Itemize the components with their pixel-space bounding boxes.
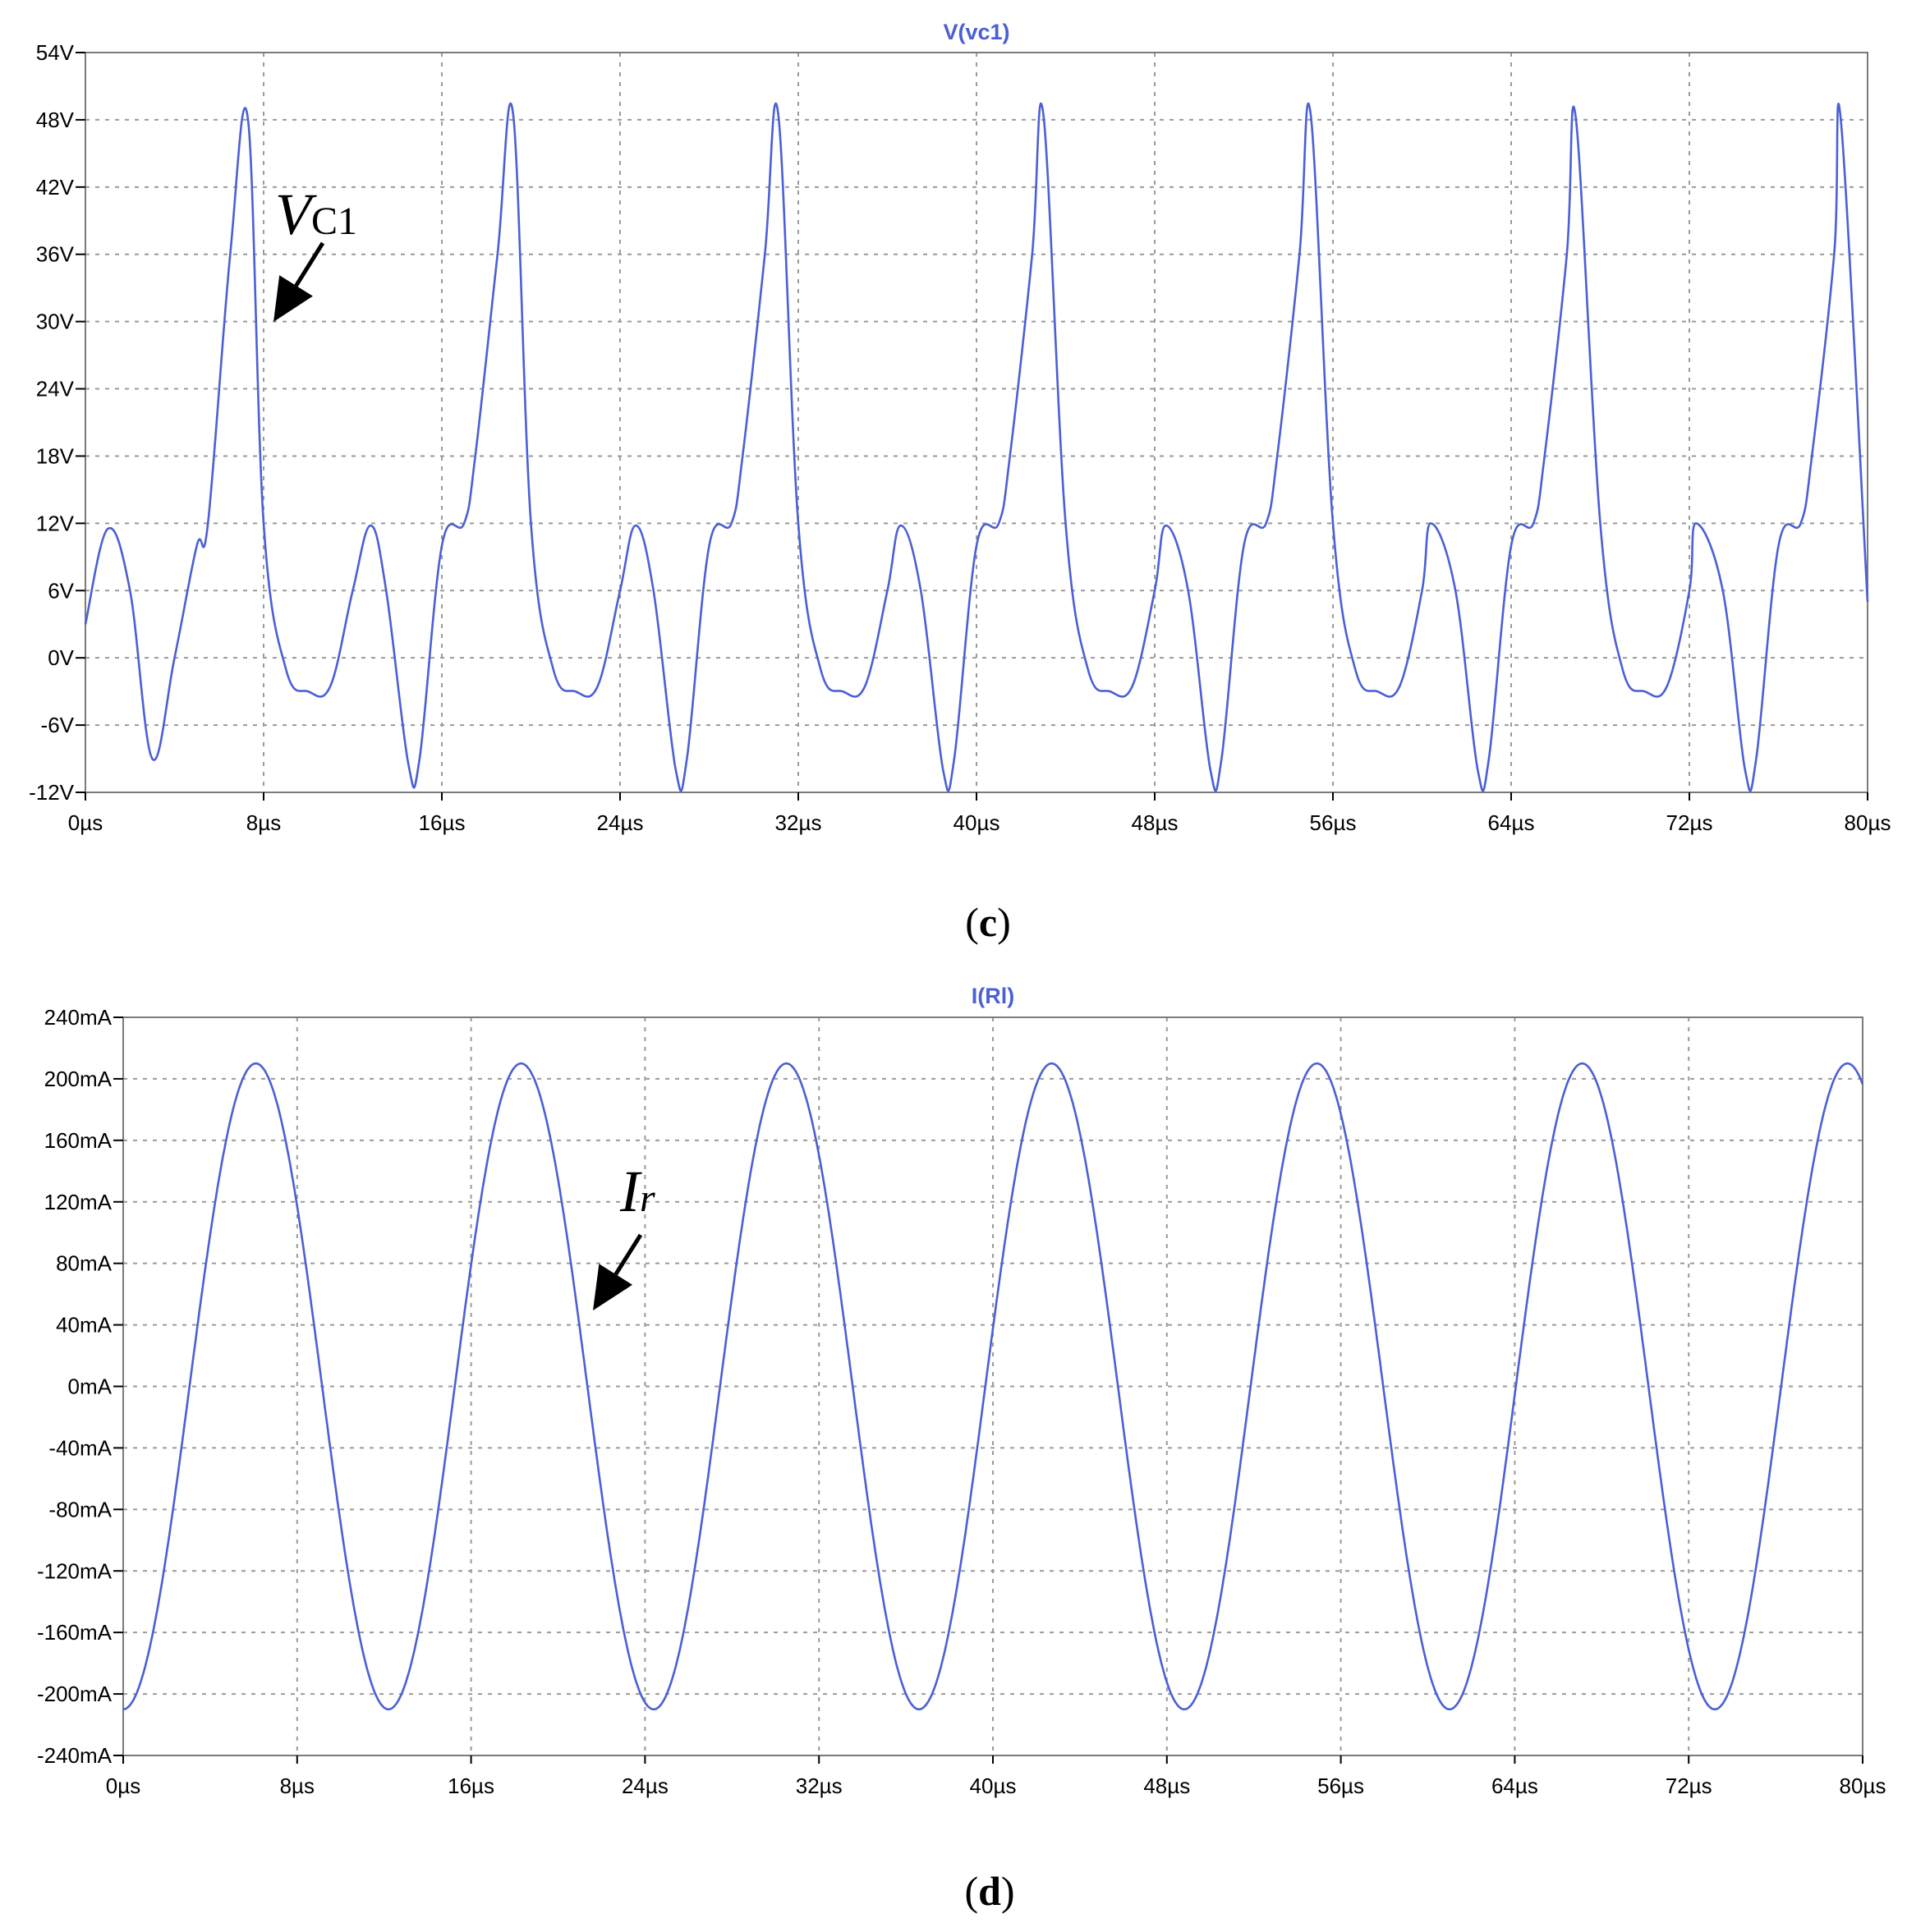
x-tick-label: 80µs [1840,1774,1886,1798]
y-tick-label: -200mA [37,1682,113,1706]
x-tick-label: 40µs [954,810,1000,835]
x-tick-label: 16µs [448,1774,494,1798]
x-tick-label: 48µs [1132,810,1179,835]
y-tick-label: 0V [48,645,74,670]
y-tick-label: -240mA [37,1743,113,1768]
x-tick-label: 8µs [246,810,281,835]
y-tick-label: 30V [36,310,75,334]
y-tick-label: -80mA [48,1497,112,1521]
annotation-sub-vc1: C1 [311,200,357,243]
annotation-irl: Ir [593,1159,655,1310]
x-tick-label: 32µs [796,1774,843,1798]
y-tick-label: 18V [36,443,75,468]
x-tick-label: 24µs [597,810,644,835]
y-tick-label: 80mA [56,1251,113,1276]
annotation-vc1: VC1 [273,181,357,322]
chart-irl: 0µs 8µs 16µs 24µs 32µs 40µs 48µs 56µs 64µs 72µs 80… [37,984,1886,1914]
series-line-irl [122,1062,1864,1711]
x-tick-label: 80µs [1845,810,1891,835]
y-tick-label: 6V [48,578,74,603]
annotation-arrow-head-irl [593,1264,632,1310]
y-tick-label: -12V [29,780,75,805]
y-tick-label: -160mA [37,1620,113,1645]
y-tick-label: 42V [36,175,75,200]
y-tick-label: 240mA [44,1005,113,1030]
annotation-arrow-head-vc1 [273,275,313,322]
x-tick-label: 8µs [280,1774,315,1798]
ticks-irl: 0µs 8µs 16µs 24µs 32µs 40µs 48µs 56µs 64µs 72µs 80… [37,1005,1886,1798]
grid-irl [123,1017,1863,1755]
y-tick-label: 0mA [68,1374,113,1399]
y-tick-label: 54V [36,40,75,65]
x-tick-label: 56µs [1310,810,1357,835]
x-tick-label: 24µs [622,1774,669,1798]
annotation-label-vc1: VC1 [275,181,357,247]
x-tick-label: 48µs [1143,1774,1190,1798]
series-line-vc1 [84,102,1869,792]
x-tick-label: 72µs [1666,810,1713,835]
x-tick-label: 32µs [775,810,822,835]
x-tick-label: 72µs [1666,1774,1712,1798]
annotation-label-irl: Ir [619,1159,655,1224]
y-tick-label: -6V [41,713,75,737]
annotation-sub-irl: r [640,1177,655,1220]
chart-title-vc1: V(vc1) [943,20,1009,44]
panel-label-d: (d) [964,1868,1014,1914]
y-tick-label: 12V [36,511,75,535]
x-tick-label: 56µs [1317,1774,1364,1798]
y-tick-label: -120mA [37,1558,113,1583]
y-tick-label: 48V [36,108,75,132]
annotation-arrow-shaft-irl [613,1233,643,1276]
y-tick-label: 36V [36,242,75,267]
y-tick-label: 160mA [44,1128,113,1153]
x-tick-label: 40µs [970,1774,1017,1798]
annotation-arrow-shaft-vc1 [294,241,325,287]
chart-vc1: 0µs 8µs 16µs 24µs 32µs 40µs 48µs 56µs 64µs 72µs 80… [29,20,1891,945]
x-tick-label: 0µs [106,1774,140,1798]
annotation-main-irl: I [619,1159,642,1224]
x-tick-label: 64µs [1488,810,1535,835]
x-tick-label: 16µs [419,810,466,835]
ticks-vc1: 0µs 8µs 16µs 24µs 32µs 40µs 48µs 56µs 64µs 72µs 80… [29,40,1891,835]
x-tick-label: 0µs [68,810,103,835]
y-tick-label: -40mA [48,1435,112,1460]
y-tick-label: 40mA [56,1313,113,1338]
x-tick-label: 64µs [1491,1774,1538,1798]
y-tick-label: 200mA [44,1067,113,1091]
chart-title-irl: I(Rl) [972,984,1014,1008]
grid-vc1 [85,53,1868,792]
annotation-main-vc1: V [275,181,317,247]
y-tick-label: 120mA [44,1190,113,1214]
panel-label-c: (c) [965,899,1011,945]
y-tick-label: 24V [36,377,75,402]
